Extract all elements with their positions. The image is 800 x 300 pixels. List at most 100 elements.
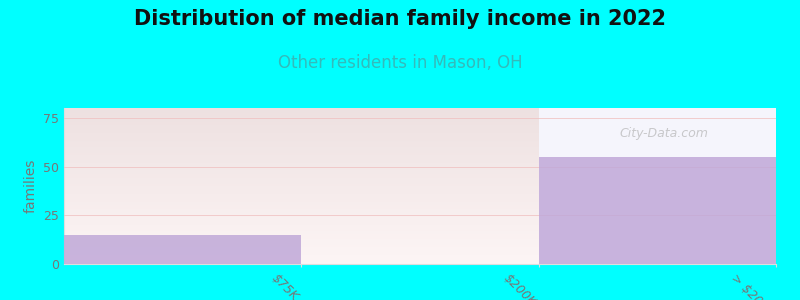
Bar [64, 146, 538, 147]
Bar [64, 186, 538, 188]
Bar [64, 158, 538, 160]
Bar [64, 245, 538, 247]
Bar [64, 180, 538, 181]
Bar [64, 116, 538, 117]
Bar [64, 236, 538, 238]
Bar [64, 173, 538, 175]
Bar [64, 258, 538, 259]
Bar [538, 108, 776, 264]
Bar [64, 141, 538, 142]
Bar [64, 231, 538, 233]
Bar [64, 156, 538, 158]
Bar [64, 197, 538, 199]
Bar [64, 125, 538, 127]
Bar [64, 163, 538, 164]
Bar [64, 130, 538, 131]
Bar [64, 224, 538, 225]
Bar [64, 108, 538, 110]
Bar [64, 226, 538, 228]
Text: Other residents in Mason, OH: Other residents in Mason, OH [278, 54, 522, 72]
Bar [64, 147, 538, 148]
Bar [64, 119, 538, 121]
Bar [64, 183, 538, 184]
Bar [64, 192, 538, 194]
Bar [64, 167, 538, 169]
Bar [64, 114, 538, 116]
Bar [64, 250, 538, 251]
Bar [64, 247, 538, 248]
Bar [64, 133, 538, 134]
Bar [64, 235, 302, 264]
Bar [64, 219, 538, 220]
Bar [64, 194, 538, 195]
Text: City-Data.com: City-Data.com [619, 127, 708, 140]
Bar [64, 191, 538, 192]
Bar [64, 248, 538, 250]
Bar [64, 253, 538, 255]
Bar [64, 238, 538, 239]
Bar [64, 121, 538, 122]
Bar [64, 205, 538, 206]
Bar [64, 131, 538, 133]
Bar [64, 241, 538, 242]
Bar [64, 177, 538, 178]
Text: Distribution of median family income in 2022: Distribution of median family income in … [134, 9, 666, 29]
Bar [64, 199, 538, 200]
Bar [64, 175, 538, 177]
Bar [64, 208, 538, 209]
Bar [64, 142, 538, 144]
Bar [64, 127, 538, 128]
Bar [64, 212, 538, 214]
Bar [64, 262, 538, 264]
Bar [64, 161, 538, 163]
Bar [64, 222, 538, 224]
Bar [64, 244, 538, 245]
Bar [64, 195, 538, 197]
Bar [64, 172, 538, 173]
Bar [64, 255, 538, 256]
Bar [64, 113, 538, 114]
Bar [64, 110, 538, 111]
Bar [64, 144, 538, 146]
Bar [64, 184, 538, 186]
Bar [64, 251, 538, 253]
Bar [64, 166, 538, 167]
Bar [64, 189, 538, 191]
Bar [64, 122, 538, 124]
Bar [64, 239, 538, 241]
Bar [64, 211, 538, 212]
Bar [64, 261, 538, 262]
Bar [64, 136, 538, 138]
Bar [64, 203, 538, 205]
Bar [538, 157, 776, 264]
Bar [64, 150, 538, 152]
Bar [64, 153, 538, 155]
Bar [64, 228, 538, 230]
Bar [64, 139, 538, 141]
Bar [64, 117, 538, 119]
Bar [64, 152, 538, 153]
Bar [64, 155, 538, 156]
Bar [64, 200, 538, 202]
Bar [64, 111, 538, 113]
Bar [64, 216, 538, 217]
Bar [64, 124, 538, 125]
Bar [64, 234, 538, 236]
Bar [64, 178, 538, 180]
Bar [64, 134, 538, 136]
Bar [64, 202, 538, 203]
Bar [64, 138, 538, 139]
Bar [64, 217, 538, 219]
Bar [64, 148, 538, 150]
Bar [64, 242, 538, 244]
Bar [64, 170, 538, 172]
Bar [64, 256, 538, 258]
Bar [64, 259, 538, 261]
Bar [64, 230, 538, 231]
Bar [64, 164, 538, 166]
Bar [64, 220, 538, 222]
Bar [64, 181, 538, 183]
Bar [64, 160, 538, 161]
Bar [64, 233, 538, 234]
Bar [64, 214, 538, 216]
